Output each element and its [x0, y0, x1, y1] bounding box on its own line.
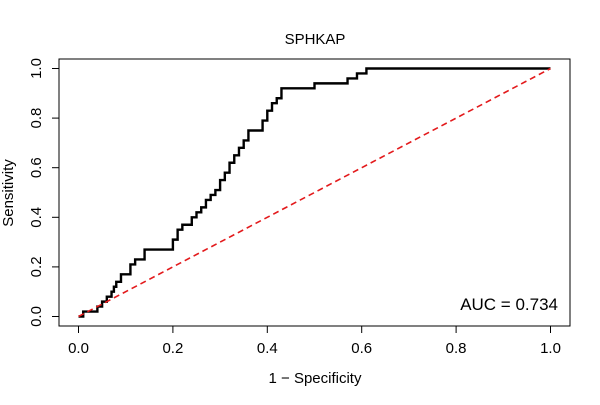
x-tick-label: 0.8 — [446, 340, 467, 357]
reference-diagonal-line — [78, 67, 551, 318]
x-tick-label: 0.4 — [257, 340, 278, 357]
x-axis-label: 1 − Specificity — [269, 370, 362, 387]
y-tick-label: 1.0 — [28, 58, 45, 79]
roc-curve-line — [78, 67, 551, 318]
y-axis-label: Sensitivity — [0, 159, 17, 227]
y-tick-label: 0.0 — [28, 306, 45, 327]
x-tick-label: 0.6 — [351, 340, 372, 357]
chart-title: SPHKAP — [285, 31, 346, 48]
plot-frame — [58, 58, 571, 327]
x-tick-label: 0.0 — [68, 340, 89, 357]
plot-area: 0.0 0.2 0.4 0.6 0.8 1.0 0.0 0.2 0.4 0.6 0.8 1.0 — [28, 58, 571, 357]
x-tick-label: 0.2 — [162, 340, 183, 357]
y-tick-label: 0.4 — [28, 207, 45, 228]
y-tick-label: 0.8 — [28, 108, 45, 129]
y-tick-label: 0.6 — [28, 157, 45, 178]
x-tick-label: 1.0 — [540, 340, 561, 357]
auc-annotation: AUC = 0.734 — [460, 295, 558, 314]
y-tick-label: 0.2 — [28, 256, 45, 277]
